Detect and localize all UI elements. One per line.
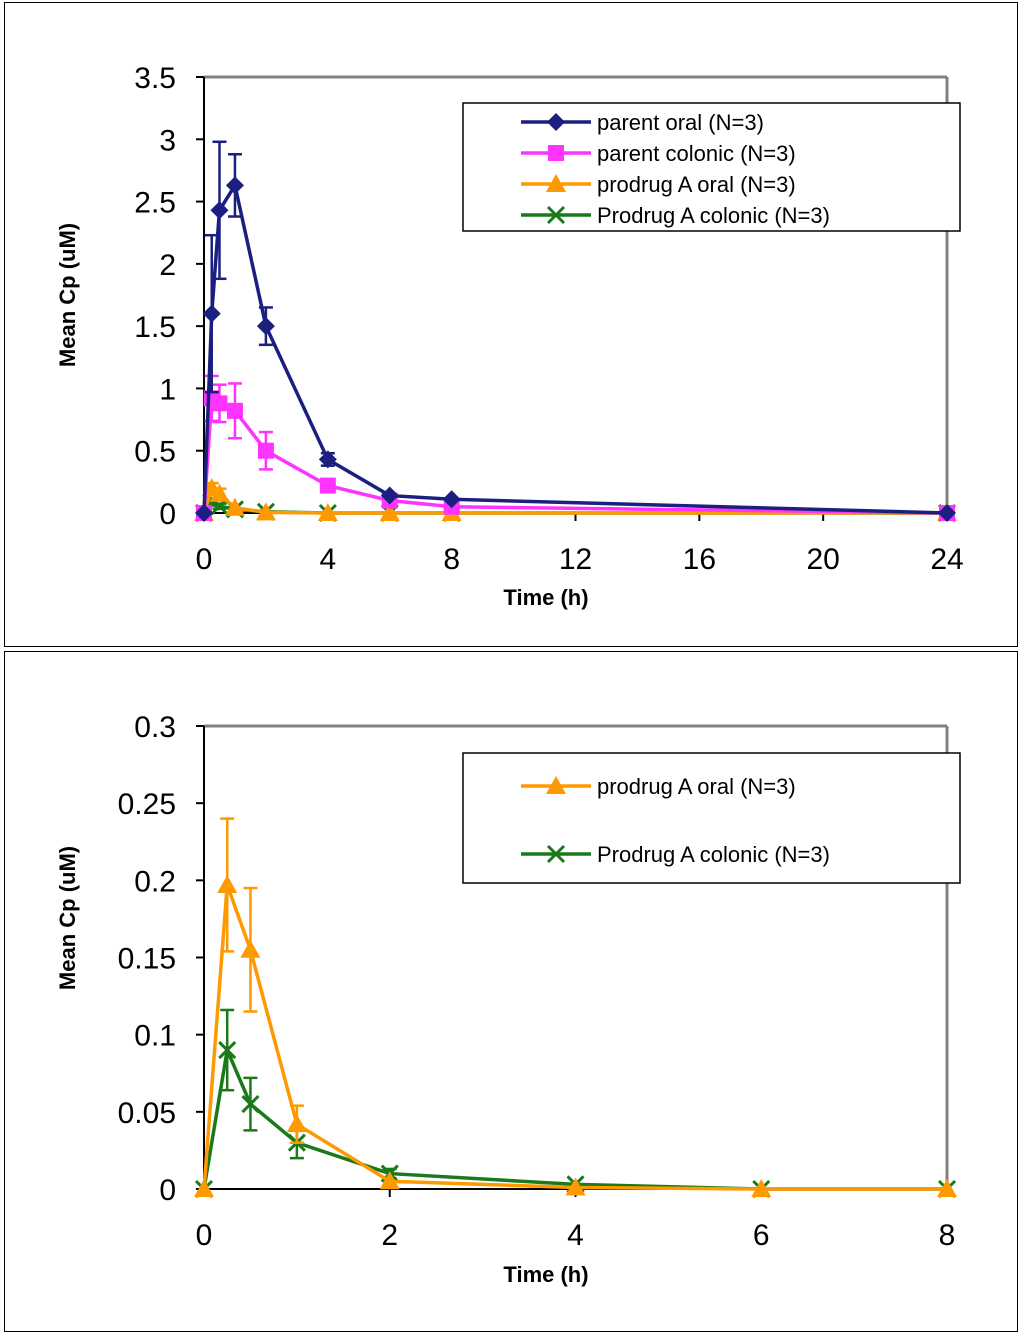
series-parent-colonic-n-3	[196, 374, 955, 521]
x-tick-label: 4	[319, 543, 336, 576]
data-point-prodrug-a-oral-n-3	[194, 1179, 214, 1197]
data-point-parent-oral-n-3	[442, 490, 461, 509]
legend-marker-parent-colonic-n-3	[548, 145, 564, 161]
y-tick-label: 1.5	[134, 311, 176, 344]
y-tick-label: 3	[159, 124, 176, 157]
data-point-prodrug-a-oral-n-3	[937, 1179, 957, 1197]
y-tick-label: 0	[159, 498, 176, 531]
y-tick-label: 0.05	[118, 1097, 176, 1130]
top-chart-panel: 0 0.5 1 1.5 2 2.5 3 3.5 0 4 8 12 16 20 24 Time (h) Mean …	[4, 2, 1018, 647]
data-point-prodrug-a-oral-n-3	[751, 1179, 772, 1197]
top-chart: 0 0.5 1 1.5 2 2.5 3 3.5 0 4 8 12 16 20 24 Time (h) Mean …	[55, 62, 964, 610]
data-point-prodrug-a-oral-n-3	[286, 1114, 307, 1133]
y-tick-label: 1	[159, 373, 176, 406]
x-tick-label: 8	[443, 543, 460, 576]
data-point-prodrug-a-oral-n-3	[217, 874, 238, 893]
legend-label-prodrug-a-colonic-n-3: Prodrug A colonic (N=3)	[597, 842, 830, 867]
x-tick-label: 0	[196, 1219, 213, 1252]
y-axis-title: Mean Cp (uM)	[55, 846, 80, 990]
y-tick-label: 0	[159, 1174, 176, 1207]
x-tick-label: 8	[939, 1219, 956, 1252]
y-tick-label: 2.5	[134, 187, 176, 220]
data-point-parent-colonic-n-3	[257, 442, 274, 459]
series-line-prodrug-a-colonic-n-3	[202, 1043, 947, 1191]
data-point-parent-oral-n-3	[202, 304, 221, 323]
bottom-chart: 0 0.05 0.1 0.15 0.2 0.25 0.3 0 2 4 6 8 Time (h) Mean …	[55, 711, 961, 1287]
x-tick-label: 16	[683, 543, 716, 576]
series-line-parent-oral-n-3	[202, 180, 948, 515]
data-point-prodrug-a-colonic-n-3-stroke-b	[218, 1041, 237, 1060]
legend-marker-prodrug-a-oral-n-3	[546, 174, 566, 192]
data-point-parent-oral-n-3	[380, 486, 399, 505]
legend-label-prodrug-a-oral-n-3: prodrug A oral (N=3)	[597, 172, 796, 197]
y-tick-label: 0.3	[134, 711, 176, 744]
y-tick-label: 0.15	[118, 943, 176, 976]
series-parent-oral-n-3	[195, 140, 956, 522]
data-point-prodrug-a-oral-n-3	[224, 497, 245, 516]
data-point-parent-oral-n-3	[210, 201, 229, 220]
legend-label-prodrug-a-colonic-n-3: Prodrug A colonic (N=3)	[597, 203, 830, 228]
legend: parent oral (N=3) parent colonic (N=3) pro…	[462, 102, 961, 232]
x-tick-label: 2	[381, 1219, 398, 1252]
data-point-prodrug-a-colonic-n-3	[218, 1041, 237, 1060]
legend-label-parent-colonic-n-3: parent colonic (N=3)	[597, 141, 796, 166]
bottom-chart-panel: 0 0.05 0.1 0.15 0.2 0.25 0.3 0 2 4 6 8 Time (h) Mean …	[4, 651, 1018, 1332]
series-prodrug-a-oral-n-3	[194, 817, 957, 1197]
data-point-parent-oral-n-3	[225, 176, 244, 195]
x-tick-label: 6	[753, 1219, 770, 1252]
data-point-prodrug-a-colonic-n-3-stroke-b	[241, 1095, 260, 1114]
data-point-prodrug-a-colonic-n-3	[241, 1095, 260, 1114]
x-tick-label: 12	[559, 543, 592, 576]
data-point-parent-oral-n-3	[256, 317, 275, 336]
y-tick-label: 0.5	[134, 436, 176, 469]
data-point-prodrug-a-oral-n-3	[317, 503, 338, 521]
data-point-prodrug-a-oral-n-3	[565, 1177, 586, 1196]
series-prodrug-a-oral-n-3	[194, 478, 957, 521]
data-point-parent-oral-n-3	[938, 504, 956, 522]
legend-label-parent-oral-n-3: parent oral (N=3)	[597, 110, 764, 135]
data-point-parent-colonic-n-3	[226, 402, 243, 419]
data-point-prodrug-a-oral-n-3	[379, 1171, 400, 1190]
legend-marker-parent-oral-n-3	[547, 113, 565, 131]
y-tick-label: 2	[159, 249, 176, 282]
y-tick-label: 0.1	[134, 1020, 176, 1053]
x-tick-label: 0	[196, 543, 213, 576]
series-prodrug-a-colonic-n-3	[194, 1008, 957, 1199]
legend-marker-prodrug-a-colonic-n-3-stroke-b	[546, 205, 566, 225]
x-tick-label: 20	[806, 543, 839, 576]
data-point-prodrug-a-oral-n-3	[240, 939, 261, 958]
y-tick-label: 3.5	[134, 62, 176, 95]
data-point-prodrug-a-oral-n-3	[255, 502, 276, 521]
data-point-prodrug-a-oral-n-3	[209, 483, 230, 502]
y-tick-label: 0.2	[134, 865, 176, 898]
legend-marker-prodrug-a-colonic-n-3-stroke-b	[546, 844, 566, 864]
legend-box	[462, 102, 961, 232]
x-axis-title: Time (h)	[503, 585, 588, 610]
y-tick-label: 0.25	[118, 788, 176, 821]
data-point-parent-colonic-n-3	[211, 395, 228, 412]
legend-label-prodrug-a-oral-n-3: prodrug A oral (N=3)	[597, 774, 796, 799]
legend: prodrug A oral (N=3) Prodrug A colonic (N…	[462, 752, 961, 884]
data-point-parent-oral-n-3	[318, 450, 337, 469]
series-line-parent-colonic-n-3	[202, 395, 948, 515]
x-axis-title: Time (h)	[503, 1262, 588, 1287]
legend-marker-prodrug-a-colonic-n-3	[546, 844, 566, 864]
legend-marker-prodrug-a-colonic-n-3	[546, 205, 566, 225]
data-point-parent-oral-n-3	[195, 504, 213, 522]
y-axis-title: Mean Cp (uM)	[55, 223, 80, 367]
data-point-prodrug-a-oral-n-3	[379, 503, 400, 521]
x-tick-label: 4	[567, 1219, 584, 1252]
x-tick-label: 24	[930, 543, 963, 576]
legend-box	[462, 752, 961, 884]
series-line-prodrug-a-oral-n-3	[202, 884, 947, 1191]
legend-marker-prodrug-a-oral-n-3	[546, 776, 566, 794]
data-point-parent-colonic-n-3	[319, 477, 336, 494]
